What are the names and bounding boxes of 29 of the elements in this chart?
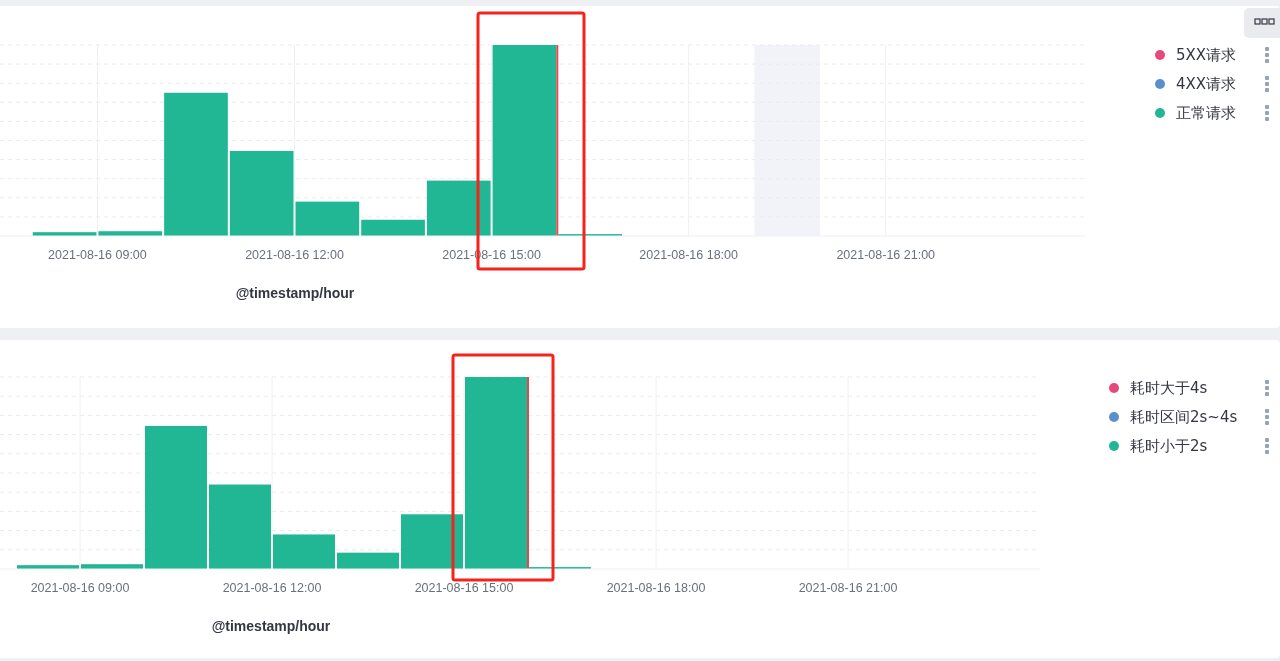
bar [229, 151, 294, 236]
bar [295, 201, 360, 236]
x-tick-label: 2021-08-16 15:00 [414, 581, 514, 595]
bar [337, 552, 399, 569]
x-axis-title: @timestamp/hour [235, 285, 355, 301]
legend-label: 5XX请求 [1176, 46, 1237, 64]
x-tick-label: 2021-08-16 18:00 [639, 248, 739, 262]
bar [492, 45, 557, 236]
bar [273, 534, 335, 569]
x-tick-label: 2021-08-16 12:00 [245, 248, 344, 262]
legend-label: 耗时小于2s [1130, 437, 1208, 455]
legend-label: 耗时区间2s~4s [1130, 408, 1238, 426]
bar [209, 484, 271, 569]
x-tick-label: 2021-08-16 21:00 [836, 248, 936, 262]
bar [164, 92, 228, 236]
bar [145, 425, 207, 569]
x-axis-title: @timestamp/hour [211, 618, 331, 634]
bar [401, 514, 463, 569]
legend-label: 4XX请求 [1176, 75, 1237, 93]
x-tick-label: 2021-08-16 18:00 [606, 581, 706, 595]
legend-label: 耗时大于4s [1130, 379, 1208, 397]
bar [361, 219, 425, 236]
x-tick-label: 2021-08-16 09:00 [48, 248, 147, 262]
legend-label: 正常请求 [1176, 104, 1236, 122]
x-tick-label: 2021-08-16 09:00 [30, 581, 130, 595]
bar [465, 377, 527, 569]
x-tick-label: 2021-08-16 21:00 [798, 581, 898, 595]
x-tick-label: 2021-08-16 12:00 [222, 581, 322, 595]
bar [426, 180, 491, 236]
